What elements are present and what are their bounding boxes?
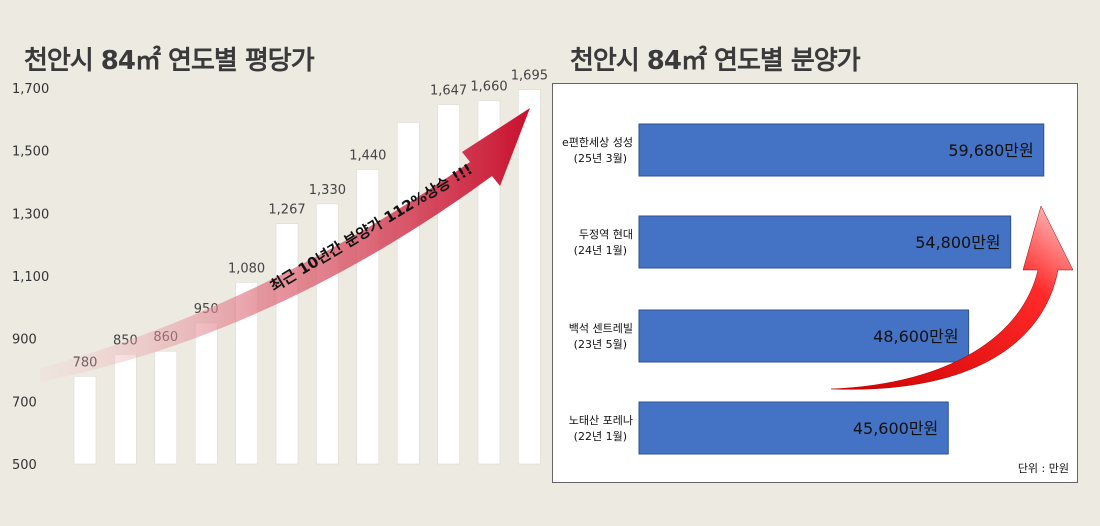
y-tick-label: 1,300 [12,207,49,222]
bar-data-label: 1,330 [309,183,346,198]
left-chart-title: 천안시 84㎡ 연도별 평당가 [24,46,315,76]
bar [114,354,137,465]
unit-note: 단위 : 만원 [1017,462,1069,475]
category-date-label: (24년 1월) [574,244,627,257]
category-date-label: (25년 3월) [574,152,627,165]
bar [73,376,97,465]
y-tick-label: 900 [12,333,37,348]
bar [477,100,501,465]
bar [194,322,218,465]
category-label: 노태산 포레나 [569,414,633,427]
right-chart-title: 천안시 84㎡ 연도별 분양가 [570,46,861,76]
bar [235,282,258,465]
bar [275,223,299,465]
bar [154,350,178,465]
red-curved-arrow [830,205,1074,390]
y-tick-label: 500 [12,458,37,473]
bar-data-label: 1,440 [349,148,386,163]
bar-data-label: 59,680만원 [948,141,1033,160]
bar-data-label: 1,267 [268,203,305,218]
trend-arrow [40,108,530,382]
category-label: 두정역 현대 [579,228,633,241]
bar-data-label: 1,695 [511,69,548,84]
category-label: e편한세상 성성 [562,136,633,149]
category-label: 백석 센트레빌 [569,322,633,335]
bar [638,309,970,363]
bar-data-label: 48,600만원 [873,327,958,346]
bar [437,104,460,465]
bar [396,122,420,465]
category-date-label: (23년 5월) [574,338,627,351]
y-tick-label: 1,500 [12,145,49,160]
y-tick-label: 1,100 [12,270,49,285]
bar [638,123,1045,177]
bar-data-label: 1,080 [228,261,265,276]
bar [638,215,1012,269]
bar-data-label: 54,800만원 [915,233,1000,252]
bar [638,401,949,455]
category-date-label: (22년 1월) [574,430,627,443]
y-tick-label: 1,700 [12,82,49,97]
bar [518,89,541,465]
bar-data-label: 1,647 [430,84,467,99]
bar-data-label: 45,600만원 [853,419,938,438]
y-tick-label: 700 [12,395,37,410]
bar-data-label: 1,660 [470,80,507,95]
